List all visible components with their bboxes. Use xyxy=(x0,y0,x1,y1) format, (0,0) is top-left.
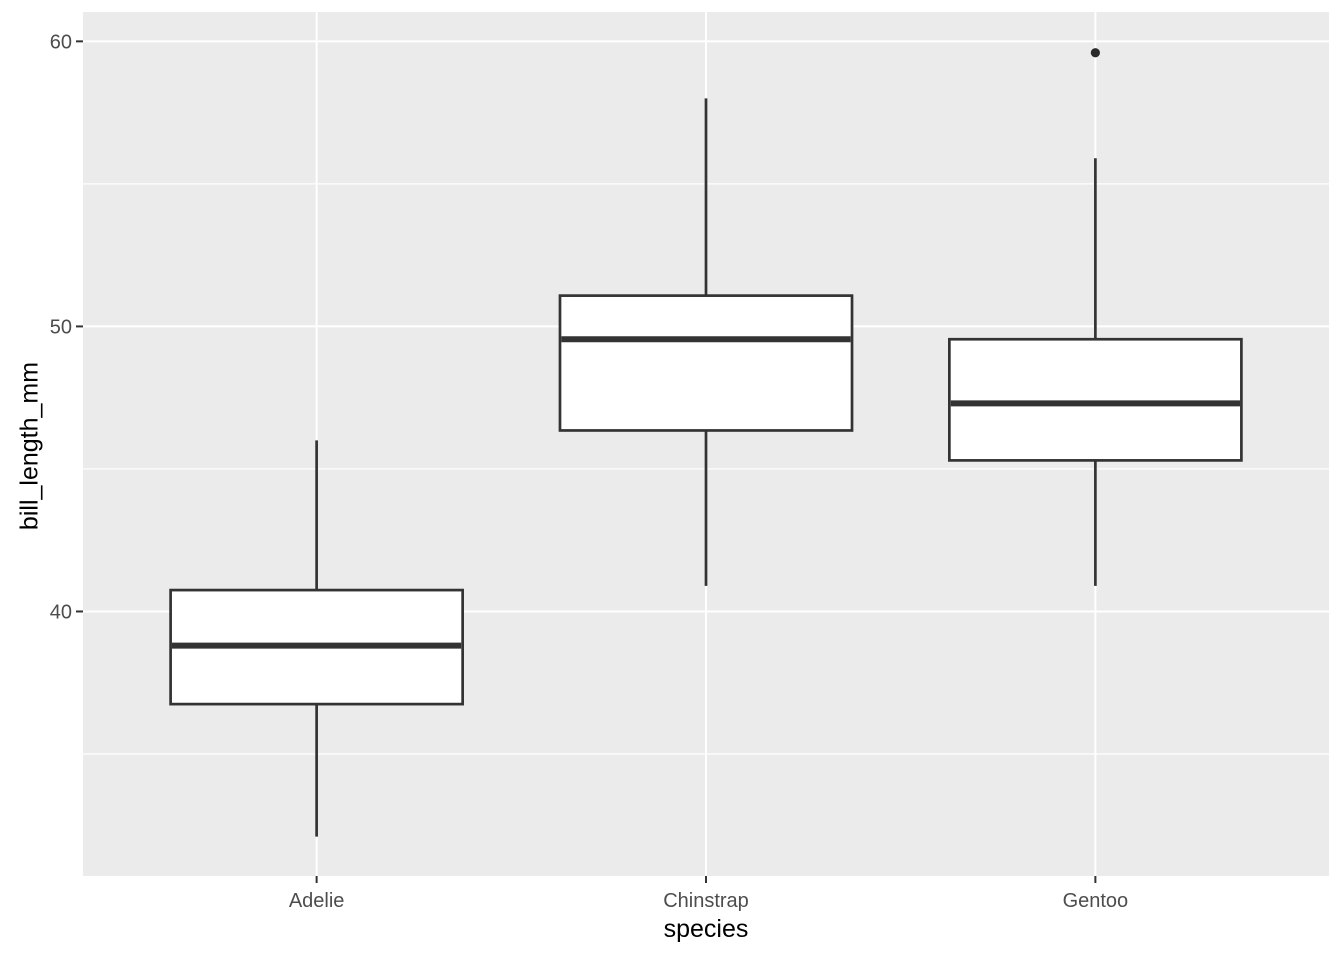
x-tick-label-adelie: Adelie xyxy=(289,890,345,912)
box-chinstrap xyxy=(558,294,854,432)
x-tick-label-gentoo: Gentoo xyxy=(1063,890,1129,912)
box-gentoo xyxy=(948,337,1243,462)
outlier-point-gentoo xyxy=(1090,48,1100,58)
x-tick-label-chinstrap: Chinstrap xyxy=(663,890,749,912)
y-axis-title: bill_length_mm xyxy=(15,361,44,531)
y-tick-label: 60 xyxy=(50,31,72,53)
y-tick-label: 50 xyxy=(50,316,72,338)
x-axis-title: species xyxy=(663,915,749,943)
y-tick-label: 40 xyxy=(50,601,72,623)
